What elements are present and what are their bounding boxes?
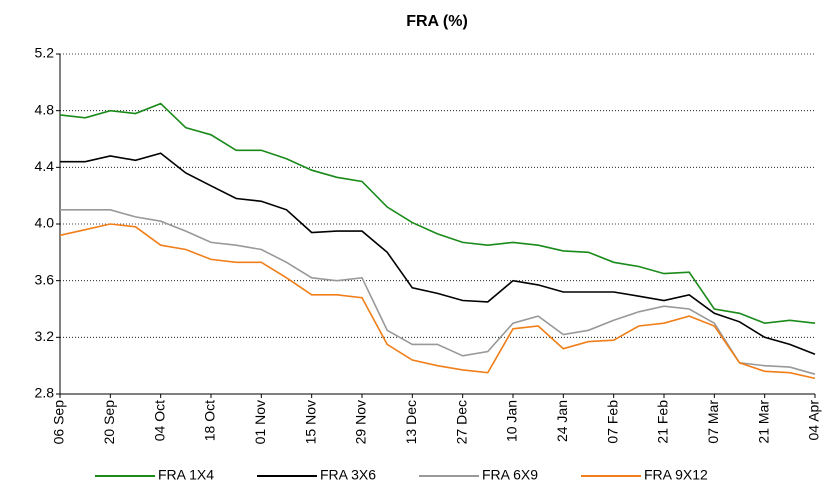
x-tick-label: 20 Sep xyxy=(101,400,117,445)
x-tick-label: 04 Oct xyxy=(151,400,167,441)
x-tick-label: 07 Mar xyxy=(705,400,721,444)
legend-label: FRA 6X9 xyxy=(482,467,538,483)
x-tick-label: 29 Nov xyxy=(353,400,369,444)
x-tick-label: 21 Feb xyxy=(655,400,671,444)
x-tick-label: 24 Jan xyxy=(554,400,570,442)
x-tick-label: 04 Apr xyxy=(806,400,822,441)
x-tick-label: 01 Nov xyxy=(252,400,268,444)
x-tick-label: 06 Sep xyxy=(51,400,67,445)
chart-title: FRA (%) xyxy=(406,13,468,30)
y-tick-label: 4.0 xyxy=(35,215,55,231)
x-tick-label: 15 Nov xyxy=(302,400,318,444)
x-tick-label: 18 Oct xyxy=(202,400,218,441)
x-tick-label: 27 Dec xyxy=(453,400,469,444)
x-tick-label: 21 Mar xyxy=(755,400,771,444)
series-line xyxy=(59,102,816,325)
x-tick-label: 07 Feb xyxy=(604,400,620,444)
legend-label: FRA 9X12 xyxy=(644,467,708,483)
y-tick-label: 3.2 xyxy=(35,328,55,344)
y-tick-label: 5.2 xyxy=(35,45,55,61)
y-tick-label: 2.8 xyxy=(35,385,55,401)
legend-label: FRA 1X4 xyxy=(158,467,214,483)
series-line xyxy=(60,209,816,375)
y-tick-label: 3.6 xyxy=(35,271,55,287)
x-tick-label: 10 Jan xyxy=(504,400,520,442)
y-tick-label: 4.8 xyxy=(35,101,55,117)
x-tick-label: 13 Dec xyxy=(403,400,419,444)
series-line xyxy=(59,223,816,380)
series-line xyxy=(60,152,816,356)
legend-label: FRA 3X6 xyxy=(320,467,376,483)
y-tick-label: 4.4 xyxy=(35,158,55,174)
